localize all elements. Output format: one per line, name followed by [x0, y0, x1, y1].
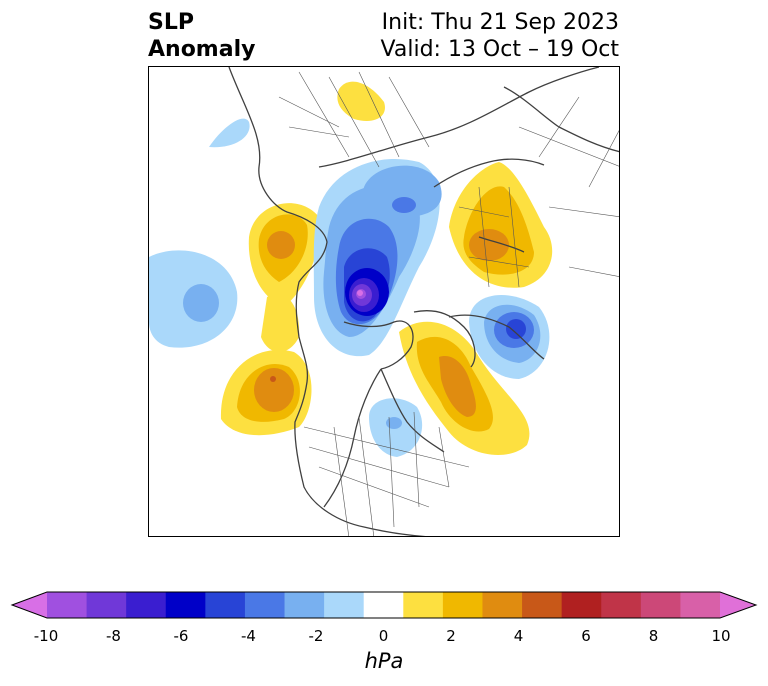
polar-map	[148, 66, 620, 537]
colorbar-swatch	[86, 592, 127, 618]
colorbar-swatch	[561, 592, 602, 618]
colorbar-outline	[10, 591, 758, 619]
colorbar-swatch	[324, 592, 365, 618]
valid-range: Valid: 13 Oct – 19 Oct	[380, 37, 619, 62]
colorbar-swatch	[601, 592, 642, 618]
colorbar-swatch	[126, 592, 167, 618]
colorbar-swatch	[165, 592, 206, 618]
colorbar-extend-max	[720, 592, 756, 618]
colorbar-swatch	[403, 592, 444, 618]
tick-label: 2	[446, 627, 456, 645]
colorbar-swatch	[244, 592, 286, 618]
political-borders	[278, 71, 619, 536]
tick-label: -6	[173, 627, 189, 645]
tick-label: 10	[711, 627, 731, 645]
colorbar-swatch	[482, 592, 523, 618]
colorbar-swatch	[47, 592, 88, 618]
tick-label: -10	[33, 627, 59, 645]
colorbar-swatch	[284, 592, 325, 618]
colorbar-swatch	[640, 592, 681, 618]
anomaly-fields	[149, 81, 553, 457]
init-date: Init: Thu 21 Sep 2023	[381, 10, 619, 35]
coastlines	[228, 67, 619, 536]
colorbar-extend-min	[12, 592, 47, 618]
title-anomaly: Anomaly	[148, 37, 256, 62]
map-title: SLP Anomaly	[148, 9, 255, 63]
tick-label: 6	[581, 627, 591, 645]
colorbar-swatches	[12, 592, 756, 618]
tick-label: 4	[513, 627, 524, 645]
colorbar-swatch	[522, 592, 563, 618]
title-variable: SLP	[148, 10, 194, 35]
tick-label: -4	[241, 627, 256, 645]
colorbar-swatch	[680, 592, 721, 618]
colorbar-swatch	[442, 592, 483, 618]
tick-label: 8	[648, 627, 659, 645]
tick-label: 0	[378, 627, 389, 645]
tick-label: -8	[106, 627, 121, 645]
colorbar-units: hPa	[364, 649, 404, 673]
colorbar-swatch	[363, 592, 404, 618]
map-canvas	[149, 67, 619, 536]
colorbar	[10, 591, 758, 619]
forecast-dates: Init: Thu 21 Sep 2023 Valid: 13 Oct – 19…	[381, 9, 619, 63]
colorbar-swatch	[205, 592, 246, 618]
tick-label: -2	[308, 627, 324, 645]
